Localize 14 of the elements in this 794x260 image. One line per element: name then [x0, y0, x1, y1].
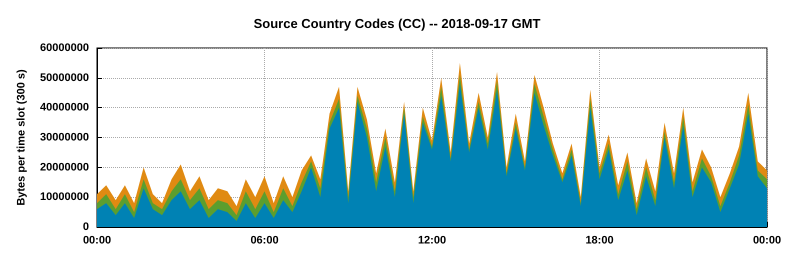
y-tick-label: 40000000	[40, 102, 89, 114]
y-tick-label: 60000000	[40, 42, 89, 54]
y-tick-label: 30000000	[40, 132, 89, 144]
x-tick-label: 00:00	[752, 234, 782, 246]
y-tick-label: 0	[82, 221, 89, 233]
x-tick-label: 12:00	[418, 234, 446, 246]
y-tick-label: 20000000	[40, 161, 89, 174]
x-tick-label: 00:00	[82, 234, 112, 246]
x-tick-label: 06:00	[250, 234, 279, 246]
y-axis-title: Bytes per time slot (300 s)	[16, 69, 28, 206]
y-tick-label: 10000000	[40, 191, 89, 204]
x-tick-label: 18:00	[585, 234, 614, 246]
chart-title: Source Country Codes (CC) -- 2018-09-17 GMT	[254, 16, 540, 31]
y-tick-label: 50000000	[40, 72, 89, 84]
